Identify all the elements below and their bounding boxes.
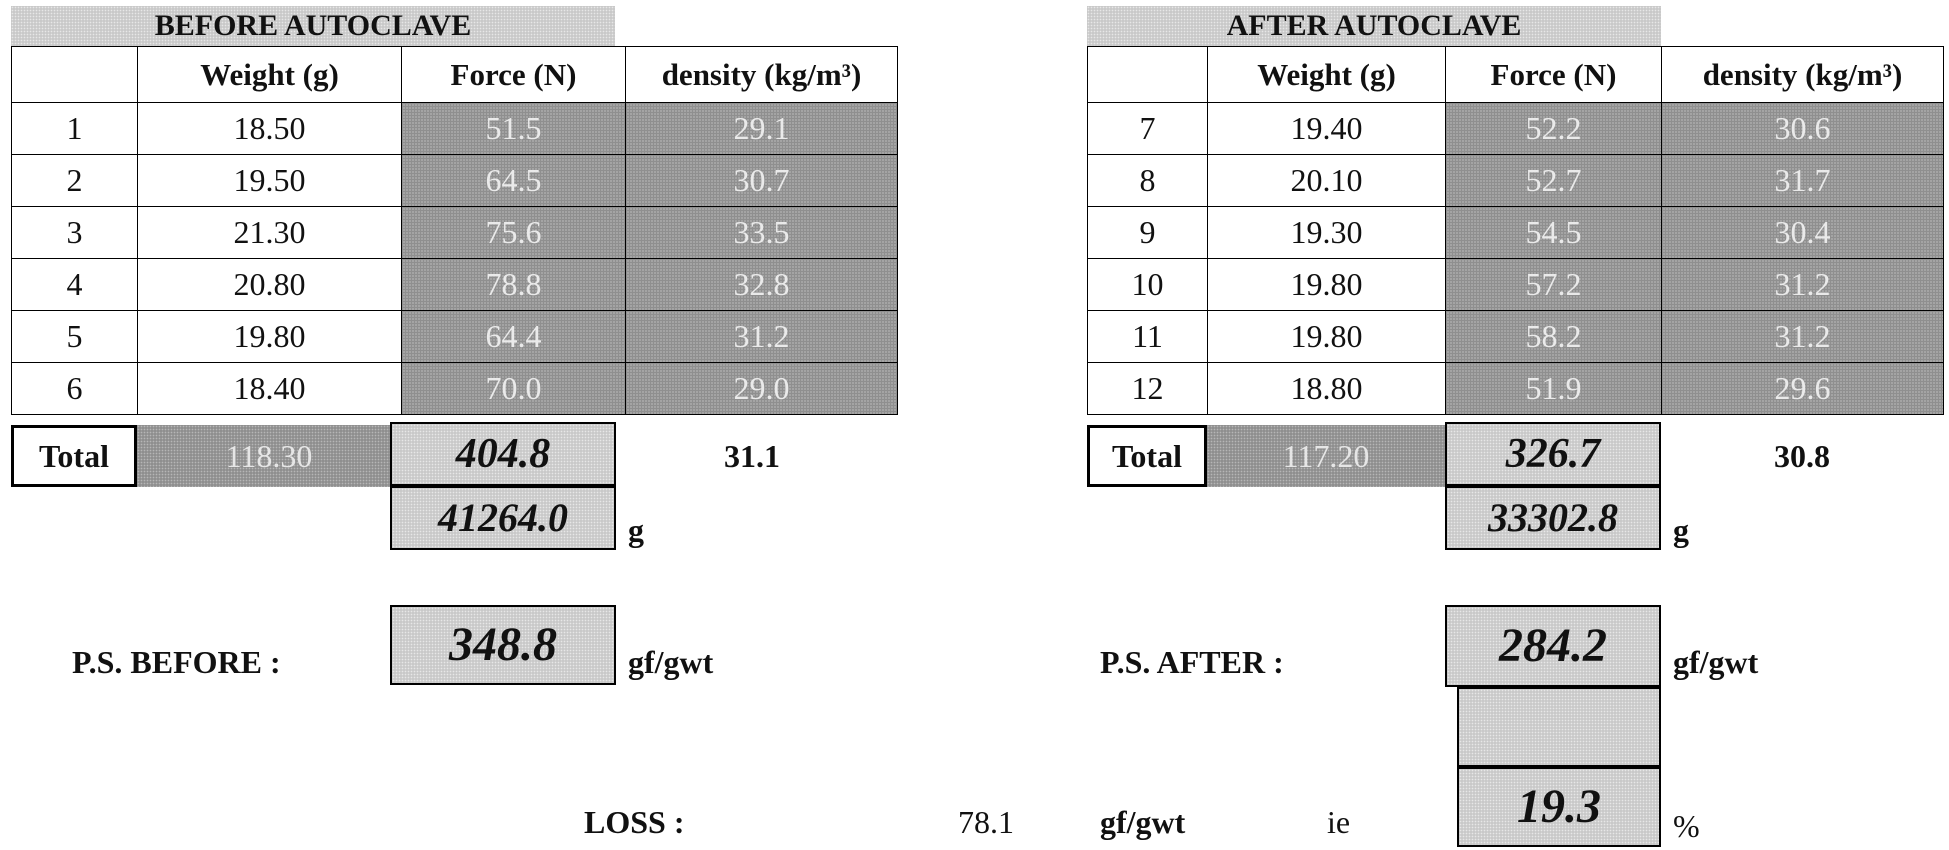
row-id: 5 — [12, 311, 138, 363]
row-density: 30.6 — [1662, 103, 1944, 155]
after-header-weight: Weight (g) — [1208, 47, 1446, 103]
after-grams-unit: g — [1673, 510, 1689, 550]
ps-before-value: 348.8 — [390, 605, 616, 685]
row-id: 4 — [12, 259, 138, 311]
row-id: 11 — [1088, 311, 1208, 363]
row-weight: 21.30 — [138, 207, 402, 259]
row-density: 29.0 — [626, 363, 898, 415]
before-header-row: Weight (g) Force (N) density (kg/m³) — [12, 47, 898, 103]
spacer-box — [1457, 687, 1661, 767]
row-density: 30.7 — [626, 155, 898, 207]
after-total-density: 30.8 — [1661, 425, 1943, 487]
before-header-index — [12, 47, 138, 103]
loss-unit: gf/gwt — [1100, 802, 1185, 842]
row-density: 32.8 — [626, 259, 898, 311]
before-table: Weight (g) Force (N) density (kg/m³) 1 1… — [11, 46, 898, 415]
before-header-density: density (kg/m³) — [626, 47, 898, 103]
row-force: 54.5 — [1446, 207, 1662, 259]
row-force: 58.2 — [1446, 311, 1662, 363]
row-density: 33.5 — [626, 207, 898, 259]
ps-after-label: P.S. AFTER : — [1100, 642, 1284, 682]
row-density: 31.7 — [1662, 155, 1944, 207]
ps-before-label: P.S. BEFORE : — [72, 642, 281, 682]
table-row: 10 19.80 57.2 31.2 — [1088, 259, 1944, 311]
table-row: 3 21.30 75.6 33.5 — [12, 207, 898, 259]
row-force: 52.7 — [1446, 155, 1662, 207]
before-total-weight: 118.30 — [137, 425, 401, 487]
loss-percent-value: 19.3 — [1457, 767, 1661, 847]
table-row: 6 18.40 70.0 29.0 — [12, 363, 898, 415]
after-section-title: AFTER AUTOCLAVE — [1087, 6, 1661, 46]
table-row: 4 20.80 78.8 32.8 — [12, 259, 898, 311]
before-section-title: BEFORE AUTOCLAVE — [11, 6, 615, 46]
after-total-force: 326.7 — [1445, 422, 1661, 486]
ps-after-unit: gf/gwt — [1673, 642, 1758, 682]
row-weight: 19.50 — [138, 155, 402, 207]
row-force: 70.0 — [402, 363, 626, 415]
after-header-index — [1088, 47, 1208, 103]
table-row: 9 19.30 54.5 30.4 — [1088, 207, 1944, 259]
row-force: 52.2 — [1446, 103, 1662, 155]
row-id: 9 — [1088, 207, 1208, 259]
row-weight: 20.10 — [1208, 155, 1446, 207]
row-density: 30.4 — [1662, 207, 1944, 259]
after-header-force: Force (N) — [1446, 47, 1662, 103]
before-grams-unit: g — [628, 510, 644, 550]
loss-value: 78.1 — [958, 802, 1014, 842]
row-force: 64.5 — [402, 155, 626, 207]
before-total-force: 404.8 — [390, 422, 616, 486]
loss-ie: ie — [1327, 802, 1350, 842]
loss-label: LOSS : — [584, 802, 684, 842]
row-weight: 19.40 — [1208, 103, 1446, 155]
loss-percent-unit: % — [1673, 806, 1700, 846]
row-id: 10 — [1088, 259, 1208, 311]
table-row: 7 19.40 52.2 30.6 — [1088, 103, 1944, 155]
row-force: 51.5 — [402, 103, 626, 155]
row-id: 6 — [12, 363, 138, 415]
row-weight: 19.30 — [1208, 207, 1446, 259]
after-total-label: Total — [1087, 425, 1207, 487]
after-table: Weight (g) Force (N) density (kg/m³) 7 1… — [1087, 46, 1944, 415]
table-row: 11 19.80 58.2 31.2 — [1088, 311, 1944, 363]
row-density: 29.1 — [626, 103, 898, 155]
row-weight: 19.80 — [1208, 259, 1446, 311]
after-header-row: Weight (g) Force (N) density (kg/m³) — [1088, 47, 1944, 103]
row-force: 57.2 — [1446, 259, 1662, 311]
row-density: 29.6 — [1662, 363, 1944, 415]
row-force: 78.8 — [402, 259, 626, 311]
row-weight: 19.80 — [138, 311, 402, 363]
table-row: 8 20.10 52.7 31.7 — [1088, 155, 1944, 207]
before-grams-value: 41264.0 — [390, 486, 616, 550]
row-force: 64.4 — [402, 311, 626, 363]
row-id: 7 — [1088, 103, 1208, 155]
before-header-weight: Weight (g) — [138, 47, 402, 103]
before-total-label: Total — [11, 425, 137, 487]
row-weight: 19.80 — [1208, 311, 1446, 363]
before-total-density: 31.1 — [616, 425, 888, 487]
ps-before-unit: gf/gwt — [628, 642, 713, 682]
table-row: 5 19.80 64.4 31.2 — [12, 311, 898, 363]
row-id: 2 — [12, 155, 138, 207]
row-density: 31.2 — [1662, 311, 1944, 363]
ps-after-value: 284.2 — [1445, 605, 1661, 687]
row-weight: 18.50 — [138, 103, 402, 155]
table-row: 2 19.50 64.5 30.7 — [12, 155, 898, 207]
row-force: 75.6 — [402, 207, 626, 259]
after-header-density: density (kg/m³) — [1662, 47, 1944, 103]
table-row: 12 18.80 51.9 29.6 — [1088, 363, 1944, 415]
table-row: 1 18.50 51.5 29.1 — [12, 103, 898, 155]
row-id: 1 — [12, 103, 138, 155]
row-force: 51.9 — [1446, 363, 1662, 415]
row-weight: 20.80 — [138, 259, 402, 311]
after-total-weight: 117.20 — [1207, 425, 1445, 487]
row-weight: 18.80 — [1208, 363, 1446, 415]
row-id: 12 — [1088, 363, 1208, 415]
row-id: 3 — [12, 207, 138, 259]
after-grams-value: 33302.8 — [1445, 486, 1661, 550]
row-weight: 18.40 — [138, 363, 402, 415]
row-density: 31.2 — [626, 311, 898, 363]
before-header-force: Force (N) — [402, 47, 626, 103]
row-density: 31.2 — [1662, 259, 1944, 311]
row-id: 8 — [1088, 155, 1208, 207]
